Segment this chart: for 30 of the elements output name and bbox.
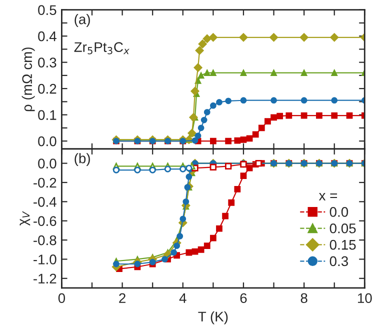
y-tick-label: 0.2 <box>38 84 56 94</box>
y-tick-label: 0.3 <box>38 58 56 68</box>
y-tick-label: -0.8 <box>34 235 56 246</box>
y-tick-label: -0.6 <box>34 216 56 226</box>
legend-label: 0.3 <box>330 256 348 266</box>
y-tick-label: -1.0 <box>34 254 56 264</box>
y-tick-label: 0.0 <box>38 136 56 146</box>
x-tick-label: 8 <box>300 293 308 304</box>
y-tick-label: 0.0 <box>38 158 56 168</box>
y-axis-title: χ$_{V}$ <box>20 211 30 226</box>
annotation: (a) <box>74 14 90 27</box>
y-tick-label: -0.2 <box>34 178 56 188</box>
x-tick-label: 0 <box>58 293 66 304</box>
x-axis-title: T (K) <box>198 311 228 324</box>
y-tick-label: 0.4 <box>38 31 56 42</box>
annotation: (b) <box>74 153 90 166</box>
y-tick-label: 0.5 <box>38 5 56 16</box>
y-axis-title: ρ (mΩ cm) <box>22 48 35 112</box>
x-tick-label: 10 <box>358 293 372 304</box>
legend-label: 0.0 <box>330 207 348 217</box>
y-tick-label: -0.4 <box>34 197 56 207</box>
legend-label: 0.05 <box>330 223 356 234</box>
legend-label: 0.15 <box>330 240 356 250</box>
y-tick-label: -1.2 <box>34 274 56 284</box>
legend-title: x = <box>318 192 337 200</box>
x-tick-label: 4 <box>179 293 186 303</box>
x-tick-label: 2 <box>119 293 126 303</box>
annotation: Zr$_{5}$Pt$_{3}$C$_{x}$ <box>74 42 130 54</box>
x-tick-label: 6 <box>240 293 247 304</box>
y-tick-label: 0.1 <box>38 110 56 120</box>
